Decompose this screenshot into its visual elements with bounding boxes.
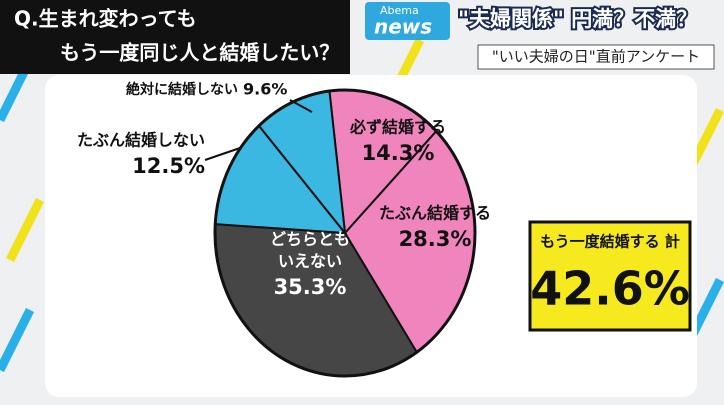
subheadline-box	[477, 44, 715, 70]
slice-value: 12.5%	[132, 154, 205, 178]
slice-value: 9.6%	[243, 80, 287, 99]
slice-label: どちらとも	[270, 230, 350, 249]
logo-box	[365, 2, 450, 40]
headline: "夫婦関係" 円満？不満？	[458, 7, 697, 31]
leader-line	[204, 147, 241, 161]
logo-text: news	[374, 15, 432, 39]
slice-value: 28.3%	[399, 227, 472, 251]
slice-label: 必ず結婚する	[349, 118, 446, 137]
pie-outline	[213, 88, 477, 378]
slice-label: たぶん結婚する	[379, 204, 491, 223]
slice-label: 絶対に結婚しない	[126, 81, 238, 98]
leader-line	[289, 99, 313, 113]
slice-label: いえない	[278, 252, 342, 271]
logo-text: Abema	[380, 4, 419, 17]
slice-value: 14.3%	[362, 141, 435, 165]
total-box	[528, 220, 692, 332]
question-line: Q.生まれ変わっても	[14, 7, 197, 31]
slice-value: 35.3%	[274, 275, 347, 299]
question-line: もう一度同じ人と結婚したい？	[60, 41, 339, 65]
slice-label: たぶん結婚しない	[77, 131, 205, 150]
subheadline: "いい夫婦の日"直前アンケート	[492, 48, 700, 66]
question-box	[0, 0, 350, 74]
total-label: もう一度結婚する 計	[540, 233, 680, 251]
total-value: 42.6%	[530, 262, 690, 316]
